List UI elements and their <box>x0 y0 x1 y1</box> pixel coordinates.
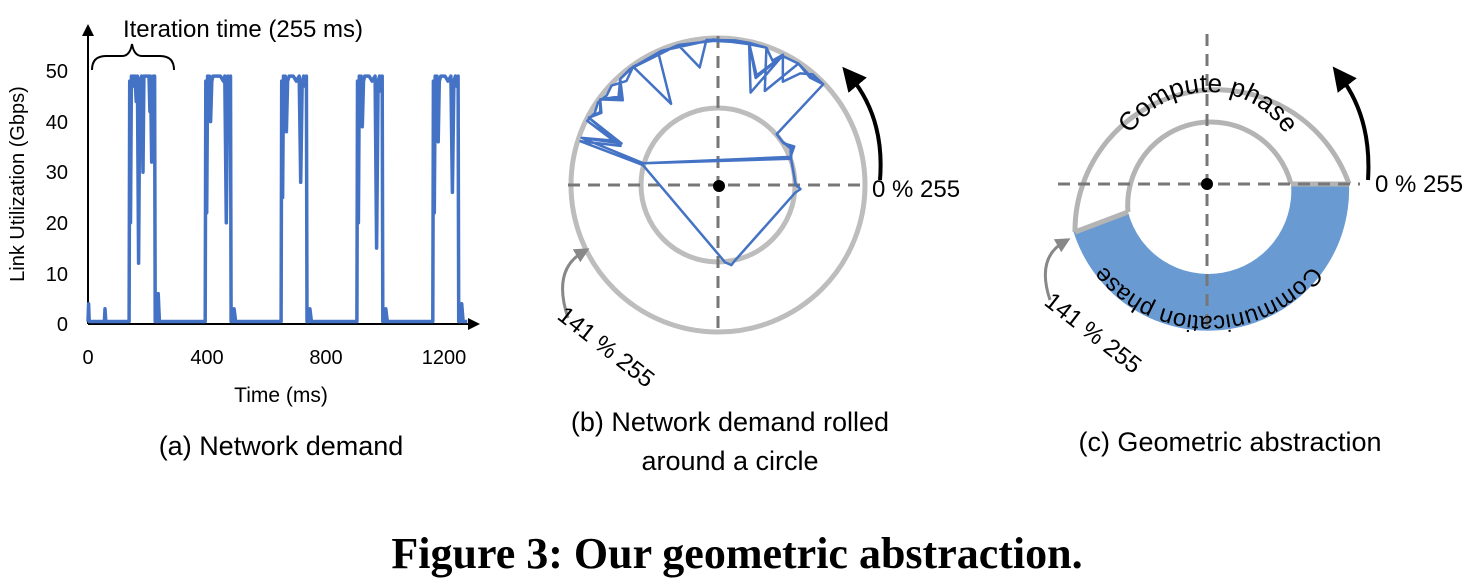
caption-a: (a) Network demand <box>158 431 404 461</box>
rotation-arrow-c <box>1332 66 1371 181</box>
center-dot <box>713 180 725 192</box>
figure-caption: Figure 3: Our geometric abstraction. <box>391 529 1083 578</box>
panel-b: 0 % 255 141 % 255 <box>552 35 960 393</box>
y-tick-0: 0 <box>57 314 68 336</box>
panel-a: 0 10 20 30 40 50 0 400 800 1200 Time (ms… <box>7 16 480 407</box>
demand-series-line <box>86 74 468 324</box>
x-tick-800: 800 <box>309 347 342 369</box>
panel-c: Compute phase Communication phase 0 % 25… <box>1039 34 1463 379</box>
y-tick-20: 20 <box>46 213 68 235</box>
label-zero-c: 0 % 255 <box>1375 171 1463 198</box>
x-tick-1200: 1200 <box>422 347 467 369</box>
y-axis-label: Link Utilization (Gbps) <box>7 86 29 282</box>
communication-phase-band <box>1073 184 1350 331</box>
y-tick-40: 40 <box>46 112 68 134</box>
caption-b-line1: (b) Network demand rolled <box>570 407 890 437</box>
rolled-demand-path <box>579 38 825 267</box>
caption-c: (c) Geometric abstraction <box>1078 427 1382 457</box>
rolled-demand-trace <box>579 38 825 267</box>
compute-phase-inner-arc <box>1125 119 1294 213</box>
iteration-brace <box>91 43 175 71</box>
caption-b-line2: around a circle <box>641 446 819 476</box>
comm-start-arrow <box>561 248 590 319</box>
x-axis-label: Time (ms) <box>234 384 328 407</box>
center-dot-c <box>1201 178 1213 190</box>
x-tick-0: 0 <box>82 347 93 369</box>
y-tick-30: 30 <box>46 162 68 184</box>
label-zero-b: 0 % 255 <box>872 176 960 203</box>
compute-phase-outer-arc <box>1072 87 1352 233</box>
x-tick-labels: 0 400 800 1200 <box>82 347 466 369</box>
label-141-b: 141 % 255 <box>552 301 659 393</box>
iteration-annotation: Iteration time (255 ms) <box>123 16 363 43</box>
y-tick-10: 10 <box>46 264 68 286</box>
rotation-arrow <box>842 66 883 181</box>
compute-cap-left <box>1074 209 1129 235</box>
comm-start-arrow-c <box>1043 238 1071 301</box>
x-tick-400: 400 <box>190 347 223 369</box>
y-tick-labels: 0 10 20 30 40 50 <box>46 61 68 336</box>
y-tick-50: 50 <box>46 61 68 83</box>
